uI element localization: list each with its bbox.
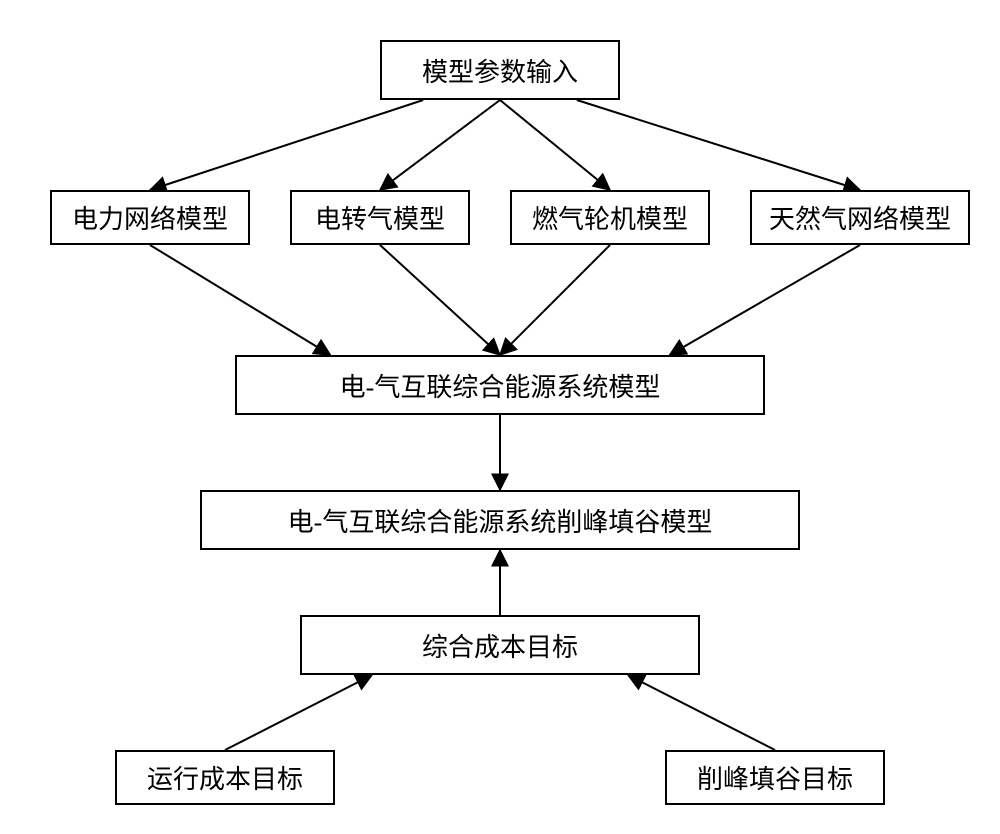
node-gas-turbine-model: 燃气轮机模型 — [510, 190, 710, 245]
node-comprehensive-cost-target: 综合成本目标 — [300, 615, 700, 675]
node-power-network-model: 电力网络模型 — [50, 190, 250, 245]
edges-layer — [0, 0, 1000, 834]
node-integrated-energy-system-model: 电-气互联综合能源系统模型 — [235, 355, 765, 415]
flowchart-canvas: 模型参数输入 电力网络模型 电转气模型 燃气轮机模型 天然气网络模型 电-气互联… — [0, 0, 1000, 834]
node-peak-shaving-model: 电-气互联综合能源系统削峰填谷模型 — [200, 490, 800, 550]
edge — [500, 245, 610, 355]
edge — [150, 245, 330, 355]
edge — [150, 100, 423, 190]
node-peak-shaving-target: 削峰填谷目标 — [665, 750, 885, 805]
edge — [577, 100, 860, 190]
node-operating-cost-target: 运行成本目标 — [115, 750, 335, 805]
edge — [628, 675, 775, 750]
node-natural-gas-network-model: 天然气网络模型 — [750, 190, 970, 245]
node-root: 模型参数输入 — [380, 40, 620, 100]
edge — [380, 245, 500, 355]
edge — [380, 100, 500, 190]
edge — [225, 675, 372, 750]
edge — [670, 245, 860, 355]
node-power-to-gas-model: 电转气模型 — [290, 190, 470, 245]
edge — [500, 100, 610, 190]
